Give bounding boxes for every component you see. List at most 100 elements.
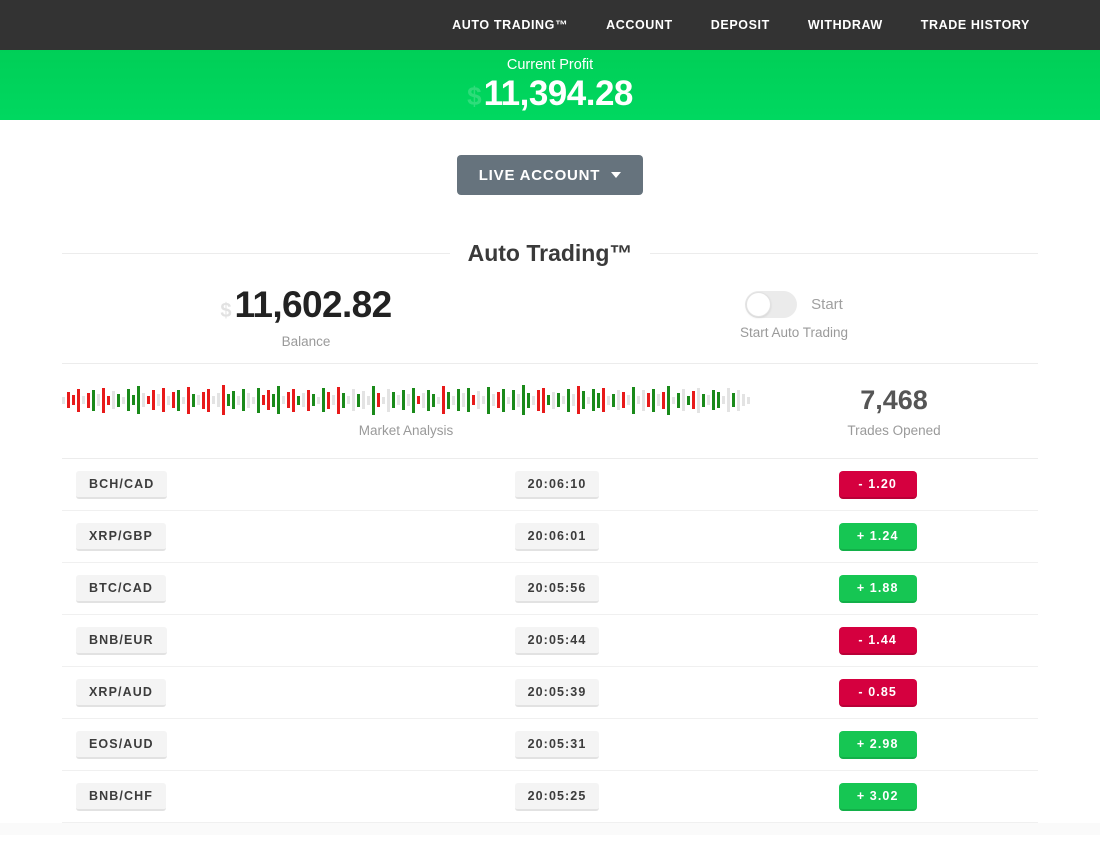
market-analysis-bar [702,393,705,407]
trade-time-pill: 20:05:56 [514,574,600,603]
market-analysis-bar [77,388,80,412]
market-analysis-bar [367,395,370,405]
market-analysis-bar [102,387,105,413]
market-analysis-bar [677,392,680,408]
market-analysis-bar [297,395,300,405]
market-analysis-bar [177,389,180,411]
market-analysis-bar [552,391,555,409]
market-analysis-bar [627,395,630,405]
market-analysis-bar [127,389,130,411]
market-analysis-bar [162,388,165,412]
market-analysis-bar [542,387,545,413]
market-analysis-bar [107,395,110,405]
market-analysis-bar [547,395,550,405]
divider [62,458,1038,459]
market-analysis-bar [377,393,380,407]
market-analysis-bar [152,390,155,410]
market-analysis-bar [567,388,570,412]
trade-amount-cell: + 3.02 [717,782,1038,811]
market-analysis-bar [397,395,400,405]
market-analysis-bar [502,388,505,412]
market-analysis-bar [417,396,420,404]
current-profit-value: 11,394.28 [483,74,634,113]
nav-auto-trading[interactable]: AUTO TRADING™ [452,18,569,32]
currency-pair-pill: XRP/AUD [76,678,166,707]
trade-time-cell: 20:06:01 [397,522,718,551]
section-heading: Auto Trading™ [62,238,1038,268]
market-analysis-bar [477,391,480,409]
trade-time-cell: 20:05:31 [397,730,718,759]
market-analysis-bar [682,389,685,411]
market-analysis-bar [192,393,195,407]
trade-amount-badge[interactable]: + 1.24 [838,522,917,551]
market-analysis-bar [187,386,190,414]
market-analysis-bar [672,396,675,404]
market-analysis-bar [122,396,125,404]
market-analysis-bar [337,386,340,414]
table-row: BTC/CAD 20:05:56 + 1.88 [62,563,1038,615]
market-analysis-bar [572,394,575,406]
trade-amount-badge[interactable]: - 0.85 [838,678,917,707]
market-analysis-bar [617,390,620,410]
trade-amount-cell: - 0.85 [717,678,1038,707]
market-analysis-bar [362,391,365,409]
trade-pair-cell: BNB/CHF [62,782,397,811]
market-analysis-bar [607,395,610,405]
market-analysis-bar [522,385,525,415]
auto-trading-toggle[interactable] [745,291,798,318]
nav-trade-history[interactable]: TRADE HISTORY [920,18,1030,32]
market-analysis-bar [252,396,255,404]
market-analysis-bar [82,396,85,404]
trade-pair-cell: EOS/AUD [62,730,397,759]
trade-pair-cell: XRP/AUD [62,678,397,707]
trade-amount-badge[interactable]: - 1.20 [838,470,917,499]
market-analysis-bar [557,393,560,407]
page-title: Auto Trading™ [449,238,651,268]
market-analysis-bar [512,390,515,410]
trade-amount-badge[interactable]: + 1.88 [838,574,917,603]
page-footer-strip [0,823,1100,835]
market-analysis-bar [237,395,240,405]
toggle-state-label: Start [811,296,843,313]
market-analysis-bar [202,391,205,409]
trade-amount-badge[interactable]: + 3.02 [838,782,917,811]
market-analysis-bar [272,393,275,407]
market-analysis-bar [667,385,670,415]
auto-trading-caption: Start Auto Trading [739,325,849,340]
table-row: EOS/AUD 20:05:31 + 2.98 [62,719,1038,771]
market-analysis-bar [62,396,65,404]
trade-amount-badge[interactable]: + 2.98 [838,730,917,759]
top-navigation-bar: AUTO TRADING™ ACCOUNT DEPOSIT WITHDRAW TRADE… [0,0,1100,50]
market-analysis-bar [447,391,450,409]
market-analysis-bar [587,396,590,404]
nav-account[interactable]: ACCOUNT [606,18,673,32]
market-analysis-bar [312,394,315,406]
balance-caption: Balance [281,333,331,349]
market-analysis-bar [307,389,310,411]
table-row: XRP/GBP 20:06:01 + 1.24 [62,511,1038,563]
market-analysis-bar [132,395,135,405]
market-analysis-bar [137,386,140,414]
nav-deposit[interactable]: DEPOSIT [710,18,770,32]
trade-amount-badge[interactable]: - 1.44 [838,626,917,655]
market-analysis-bar [227,394,230,406]
trade-amount-cell: - 1.20 [717,470,1038,499]
current-profit-banner: Current Profit $ 11,394.28 [0,50,1100,120]
currency-pair-pill: BCH/CAD [76,470,168,499]
trades-opened-value: 7,468 [860,385,928,415]
market-analysis-bar [267,390,270,410]
market-analysis-bar [427,389,430,411]
live-account-dropdown-button[interactable]: LIVE ACCOUNT [456,155,644,195]
market-analysis-bar [197,395,200,405]
market-analysis-bar [517,393,520,407]
market-analysis-bar [622,392,625,408]
market-analysis-bar [562,396,565,404]
nav-withdraw[interactable]: WITHDRAW [807,18,883,32]
market-analysis-bar [247,392,250,408]
market-analysis-bar [592,389,595,411]
trade-time-pill: 20:05:31 [514,730,600,759]
market-analysis-bar [157,394,160,406]
market-analysis-bar [737,389,740,411]
stats-row-balance: $ 11,602.82 Balance Start Start Auto Tra… [62,268,1038,363]
market-analysis-bar [462,393,465,407]
